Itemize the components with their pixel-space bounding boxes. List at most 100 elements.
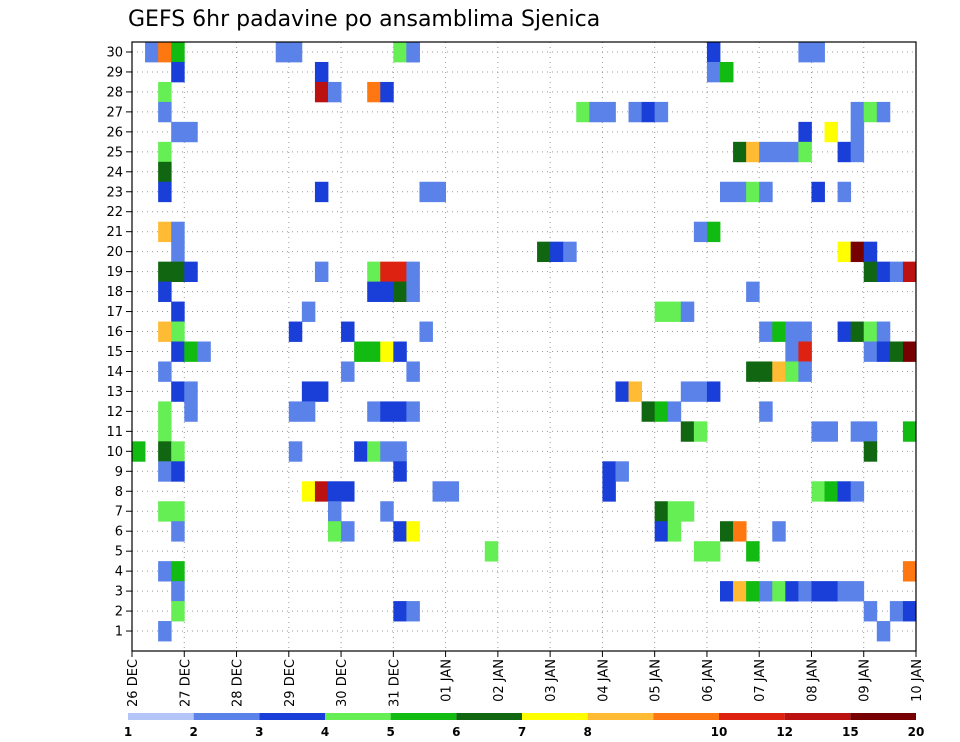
heatmap-cell	[746, 281, 760, 302]
heatmap-cell	[406, 361, 420, 382]
heatmap-cell	[171, 581, 185, 602]
y-tick-label: 2	[115, 605, 123, 620]
heatmap-cell	[824, 481, 838, 502]
heatmap-cell	[406, 401, 420, 422]
heatmap-cell	[785, 581, 799, 602]
heatmap-cell	[380, 341, 394, 362]
heatmap-cell	[393, 521, 407, 542]
heatmap-cell	[328, 501, 342, 522]
x-tick-label: 04 JAN	[596, 659, 611, 702]
heatmap-cell	[184, 261, 198, 283]
heatmap-cell	[158, 441, 172, 462]
y-tick-label: 10	[106, 445, 123, 460]
heatmap-cell	[863, 321, 878, 342]
heatmap-cell	[171, 381, 185, 402]
heatmap-cell	[432, 181, 446, 203]
y-tick-label: 29	[106, 65, 123, 80]
heatmap-cell	[393, 601, 407, 622]
heatmap-cell	[275, 42, 290, 63]
heatmap-cell	[850, 241, 865, 263]
heatmap-cell	[876, 321, 891, 342]
heatmap-cell	[171, 501, 185, 522]
heatmap-cell	[798, 141, 812, 163]
heatmap-cell	[746, 361, 760, 382]
heatmap-cell	[288, 401, 303, 422]
heatmap-cell	[158, 401, 172, 422]
y-tick-label: 27	[106, 105, 123, 120]
y-tick-label: 30	[106, 45, 123, 60]
heatmap-cell	[654, 401, 669, 422]
heatmap-cell	[171, 561, 185, 582]
heatmap-cell	[667, 401, 682, 422]
y-tick-label: 3	[115, 585, 123, 600]
heatmap-cell	[393, 261, 407, 283]
heatmap-cell	[654, 501, 669, 522]
heatmap-cell	[288, 321, 303, 342]
x-tick-label: 07 JAN	[753, 659, 768, 702]
y-tick-label: 14	[106, 365, 123, 380]
heatmap-cell	[850, 141, 865, 163]
heatmap-cell	[314, 81, 329, 103]
legend-swatch	[128, 713, 194, 720]
heatmap-cell	[158, 181, 172, 203]
heatmap-cell	[301, 481, 316, 502]
x-axis: 26 DEC 27 DEC 28 DEC 29 DEC 30 DEC 31 DEC 01 J…	[126, 651, 925, 707]
heatmap-cell	[772, 521, 786, 542]
legend-swatch	[193, 713, 260, 720]
heatmap-cell	[367, 401, 381, 422]
heatmap-cell	[720, 521, 734, 542]
heatmap-cell	[706, 61, 721, 83]
heatmap-cell	[184, 121, 198, 143]
heatmap-cell	[902, 341, 917, 362]
heatmap-cell	[380, 501, 394, 522]
heatmap-cell	[824, 421, 838, 442]
grid	[132, 42, 916, 651]
heatmap-cell	[654, 301, 669, 322]
heatmap-cell	[837, 321, 852, 342]
heatmap-cell	[667, 501, 682, 522]
heatmap-cell	[301, 401, 316, 422]
heatmap-cell	[145, 42, 159, 63]
heatmap-cell	[158, 361, 172, 382]
heatmap-cell	[811, 42, 825, 63]
heatmap-cell	[171, 321, 185, 342]
y-tick-label: 6	[115, 525, 123, 540]
legend-label: 6	[452, 725, 460, 739]
heatmap-cell	[811, 421, 825, 442]
heatmap-cell	[354, 441, 368, 462]
heatmap-cell	[798, 321, 812, 342]
heatmap-cell	[693, 221, 708, 243]
legend-swatch	[587, 713, 654, 720]
heatmap-cell	[419, 181, 433, 203]
heatmap-cell	[706, 42, 721, 63]
heatmap-cell	[171, 441, 185, 462]
x-tick-label: 26 DEC	[126, 659, 141, 707]
heatmap-cell	[171, 221, 185, 243]
heatmap-cell	[589, 101, 603, 123]
heatmap-cell	[863, 421, 878, 442]
y-tick-label: 24	[106, 165, 123, 180]
legend-swatch	[456, 713, 522, 720]
heatmap-cell	[759, 181, 773, 203]
heatmap-cell	[158, 501, 172, 522]
heatmap-cell	[171, 521, 185, 542]
heatmap-cell	[354, 341, 368, 362]
y-tick-label: 15	[106, 345, 123, 360]
heatmap-cell	[367, 341, 381, 362]
heatmap-cell	[876, 101, 891, 123]
heatmap-cell	[798, 581, 812, 602]
heatmap-cell	[445, 481, 460, 502]
heatmap-cell	[367, 281, 381, 302]
heatmap-cell	[850, 481, 865, 502]
heatmap-cell	[158, 101, 172, 123]
heatmap-cell	[706, 221, 721, 243]
heatmap-cell	[171, 61, 185, 83]
heatmap-cell	[693, 421, 708, 442]
heatmap-cell	[602, 101, 616, 123]
heatmap-cell	[837, 181, 852, 203]
heatmap-cell	[158, 42, 172, 63]
heatmap-cell	[798, 341, 812, 362]
heatmap-cell	[328, 521, 342, 542]
y-axis: 1234567891011121314151617181920212223242…	[106, 45, 132, 640]
